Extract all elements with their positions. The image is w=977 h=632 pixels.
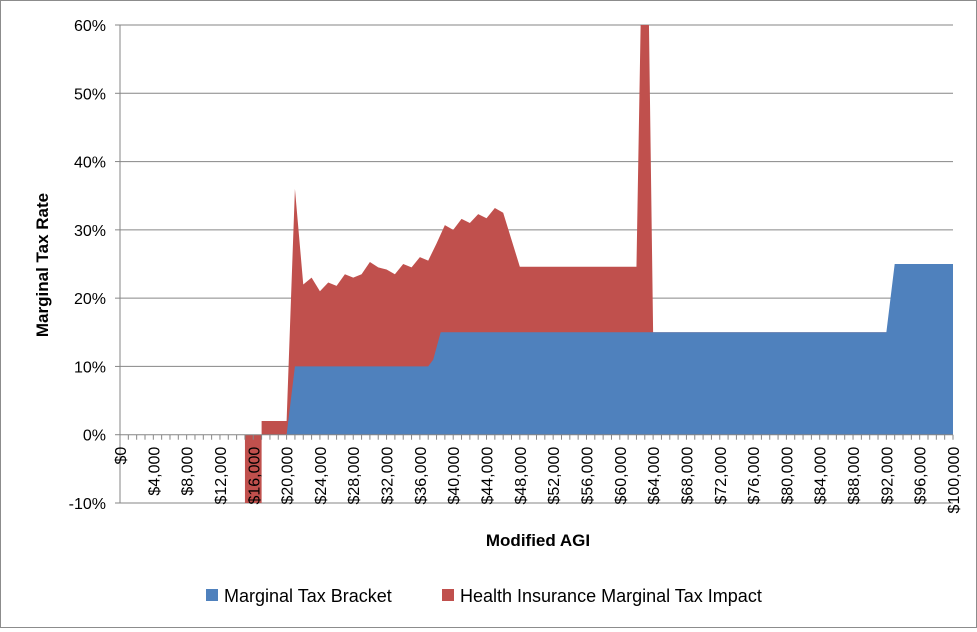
series-area-marginal-tax-bracket [120, 264, 953, 435]
x-tick-label: $52,000 [546, 447, 563, 505]
x-tick-label: $0 [113, 447, 130, 465]
x-tick-label: $48,000 [513, 447, 530, 505]
x-tick-label: $56,000 [579, 447, 596, 505]
x-tick-label: $84,000 [813, 447, 830, 505]
x-tick-label: $28,000 [346, 447, 363, 505]
legend-label-marginal-tax-bracket: Marginal Tax Bracket [224, 586, 392, 606]
legend: Marginal Tax Bracket Health Insurance Ma… [206, 586, 762, 606]
y-tick-label: 0% [83, 428, 106, 445]
axes [115, 24, 954, 504]
x-tick-label: $60,000 [613, 447, 630, 505]
y-tick-label: 50% [74, 86, 106, 103]
x-tick-label: $88,000 [846, 447, 863, 505]
y-tick-label: 30% [74, 223, 106, 240]
x-tick-label: $24,000 [313, 447, 330, 505]
legend-swatch-health-insurance-impact [442, 589, 454, 601]
series-areas [120, 25, 953, 503]
x-tick-label: $64,000 [646, 447, 663, 505]
legend-swatch-marginal-tax-bracket [206, 589, 218, 601]
x-tick-label: $76,000 [746, 447, 763, 505]
y-tick-labels: -10% 0% 10% 20% 30% 40% 50% 60% [69, 18, 106, 513]
x-tick-label: $36,000 [413, 447, 430, 505]
x-tick-label: $12,000 [213, 447, 230, 505]
legend-label-health-insurance-impact: Health Insurance Marginal Tax Impact [460, 586, 762, 606]
y-tick-label: 10% [74, 359, 106, 376]
x-tick-label: $80,000 [779, 447, 796, 505]
x-tick-label: $4,000 [146, 447, 163, 496]
x-tick-label: $40,000 [446, 447, 463, 505]
y-tick-label: 20% [74, 291, 106, 308]
y-tick-label: 40% [74, 155, 106, 172]
x-axis-title: Modified AGI [486, 531, 590, 550]
x-tick-label: $44,000 [480, 447, 497, 505]
y-axis-title: Marginal Tax Rate [33, 193, 52, 337]
x-tick-label: $8,000 [180, 447, 197, 496]
y-tick-label: 60% [74, 18, 106, 35]
y-tick-label: -10% [69, 496, 106, 513]
x-tick-label: $32,000 [380, 447, 397, 505]
x-tick-label: $72,000 [713, 447, 730, 505]
x-tick-labels: $0 $4,000 $8,000 $12,000 $16,000 $20,000 $24,0… [113, 447, 963, 514]
x-tick-label: $92,000 [879, 447, 896, 505]
x-tick-label: $16,000 [246, 447, 263, 505]
x-tick-label: $20,000 [280, 447, 297, 505]
x-tick-label: $100,000 [946, 447, 963, 514]
x-tick-label: $96,000 [913, 447, 930, 505]
x-tick-label: $68,000 [679, 447, 696, 505]
